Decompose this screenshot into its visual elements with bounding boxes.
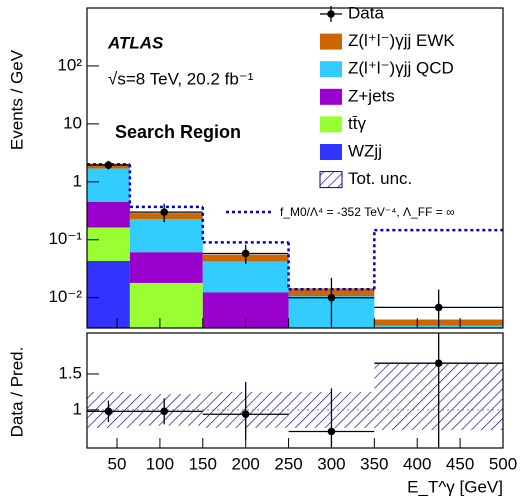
y-tick-label: 1: [73, 399, 82, 418]
y-axis-label: Events / GeV: [7, 49, 26, 150]
x-axis-label: E_T^γ [GeV]: [407, 477, 503, 496]
x-tick-label: 300: [317, 454, 345, 473]
x-tick-label: 500: [489, 454, 517, 473]
legend-label: Z+jets: [348, 86, 395, 105]
x-tick-label: 400: [403, 454, 431, 473]
ratio-plot: [87, 333, 503, 448]
legend-label: Tot. unc.: [348, 169, 412, 188]
x-tick-label: 50: [108, 454, 127, 473]
main-frame: [86, 7, 504, 329]
x-tick-label: 100: [146, 454, 174, 473]
legend-data-marker: [327, 10, 335, 18]
data-point: [160, 407, 168, 416]
legend-swatch: [320, 144, 342, 160]
data-point: [241, 410, 250, 419]
x-tick-label: 350: [360, 454, 388, 473]
region-label: Search Region: [115, 122, 241, 142]
stack-bar: [129, 219, 203, 253]
data-point: [327, 293, 336, 302]
x-tick-label: 450: [446, 454, 474, 473]
legend-swatch: [320, 116, 342, 133]
energy-label: √s=8 TeV, 20.2 fb⁻¹: [108, 69, 254, 88]
legend-label: WZjj: [348, 141, 382, 160]
data-point: [104, 407, 113, 416]
legend-swatch: [320, 88, 342, 105]
x-tick-label: 200: [231, 454, 259, 473]
legend-label: Z(l⁺l⁻)γjj EWK: [348, 31, 455, 50]
stack-bar: [129, 282, 203, 328]
legend-label: Data: [348, 3, 384, 22]
x-tick-label: 250: [274, 454, 302, 473]
legend-swatch: [319, 171, 343, 189]
y-tick-label: 10⁻²: [48, 287, 82, 306]
stack-bar: [87, 201, 130, 228]
stack-bar: [129, 213, 203, 220]
data-point: [434, 303, 443, 312]
stack-bar: [129, 252, 203, 283]
legend-swatch: [320, 61, 342, 78]
stack-bar: [87, 227, 130, 262]
y-tick-label: 1.5: [58, 363, 82, 382]
data-point: [434, 359, 443, 367]
y-tick-label: 10⁻¹: [48, 229, 82, 248]
ratio-y-label: Data / Pred.: [7, 347, 26, 438]
data-point: [241, 249, 250, 258]
legend-swatch: [320, 33, 342, 50]
atlas-label: ATLAS: [107, 33, 164, 52]
y-tick-label: 10: [63, 113, 82, 132]
legend-bg: [222, 201, 500, 223]
legend-label: f_M0/Λ⁴ = -352 TeV⁻⁴, Λ_FF = ∞: [280, 205, 455, 219]
overlay: 10² 10 1 10⁻¹ 10⁻² Data Z(l⁺l⁻)γjj EWK Z(l⁺l⁻)γ…: [48, 3, 517, 473]
stack-bar: [87, 261, 130, 328]
main-plot: [87, 160, 503, 328]
legend-label: tt̄γ: [348, 114, 366, 133]
y-tick-label: 1: [73, 171, 82, 190]
x-tick-label: 150: [189, 454, 217, 473]
legend-label: Z(l⁺l⁻)γjj QCD: [348, 59, 454, 78]
y-tick-label: 10²: [57, 55, 82, 74]
data-point: [104, 161, 113, 169]
stack-bar: [202, 261, 289, 293]
data-point: [327, 427, 336, 436]
ratio-frame: [86, 332, 504, 449]
stack-bar: [87, 168, 130, 202]
data-point: [160, 208, 168, 216]
